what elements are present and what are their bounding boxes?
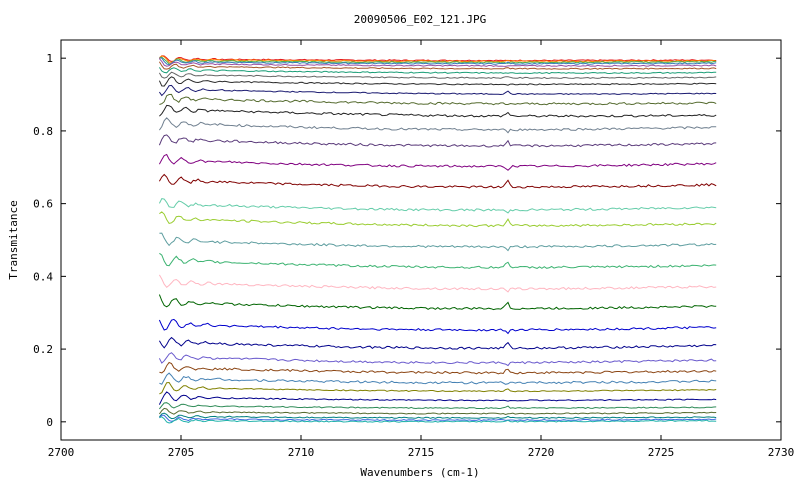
series-line-8 — [158, 71, 717, 80]
y-tick-label: 0.6 — [33, 198, 53, 211]
y-axis: 0 0.2 0.4 0.6 0.8 1 — [33, 52, 781, 429]
series-line-31 — [158, 407, 717, 416]
series-line-5 — [159, 58, 717, 67]
series-line-16 — [158, 173, 717, 189]
series-line-33 — [159, 414, 717, 422]
chart-title: 20090506_E02_121.JPG — [354, 13, 486, 26]
series-line-22 — [158, 294, 717, 311]
x-axis: 2700 2705 2710 2715 2720 2725 2730 — [48, 40, 795, 459]
y-tick-label: 0.4 — [33, 270, 53, 283]
series-line-26 — [159, 361, 717, 375]
series-line-11 — [159, 93, 717, 106]
x-tick-label: 2725 — [648, 446, 675, 459]
series-line-32 — [159, 412, 717, 420]
series-line-10 — [158, 84, 717, 97]
series-line-2 — [159, 55, 717, 63]
series-line-34 — [159, 416, 717, 424]
series-line-6 — [158, 61, 717, 70]
y-tick-label: 0.8 — [33, 125, 53, 138]
y-tick-label: 0.2 — [33, 343, 53, 356]
series-line-9 — [158, 76, 717, 87]
y-axis-label: Transmitance — [7, 200, 20, 279]
series-line-28 — [159, 381, 717, 395]
series-line-21 — [158, 274, 717, 293]
series-line-25 — [158, 352, 717, 367]
x-tick-label: 2715 — [408, 446, 435, 459]
series-line-30 — [159, 402, 717, 410]
series-line-24 — [158, 336, 717, 350]
y-tick-label: 1 — [46, 52, 53, 65]
x-axis-label: Wavenumbers (cm-1) — [360, 466, 479, 479]
plot-frame — [60, 39, 782, 441]
series-line-3 — [159, 56, 717, 65]
x-tick-label: 2730 — [768, 446, 795, 459]
y-tick-label: 0 — [46, 416, 53, 429]
series-line-15 — [158, 153, 717, 171]
series-line-17 — [158, 198, 717, 214]
series-line-18 — [159, 211, 717, 228]
x-tick-label: 2710 — [288, 446, 315, 459]
series-line-27 — [159, 372, 717, 385]
series-line-12 — [159, 104, 717, 118]
series-line-4 — [159, 57, 717, 66]
series-line-23 — [158, 318, 717, 335]
series-group — [158, 55, 717, 424]
x-tick-label: 2700 — [48, 446, 75, 459]
series-line-7 — [158, 67, 717, 75]
series-line-29 — [158, 391, 717, 405]
series-line-19 — [159, 232, 717, 252]
x-tick-label: 2720 — [528, 446, 555, 459]
x-tick-label: 2705 — [168, 446, 195, 459]
series-line-20 — [159, 252, 717, 269]
series-line-13 — [158, 117, 717, 134]
series-line-14 — [158, 134, 717, 148]
